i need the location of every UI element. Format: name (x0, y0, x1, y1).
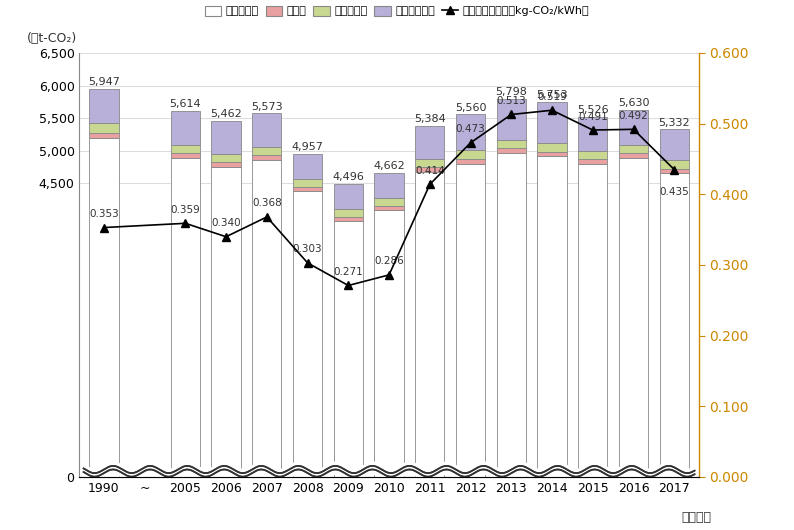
Bar (89, 89, 118, 123)
Bar (538, 143, 567, 152)
Bar (375, 206, 403, 210)
Bar (333, 217, 363, 222)
Text: 4,957: 4,957 (291, 142, 323, 152)
Bar (333, 222, 363, 477)
Text: 5,384: 5,384 (414, 114, 445, 124)
Text: 0.435: 0.435 (659, 187, 689, 197)
Bar (333, 184, 363, 209)
Bar (252, 160, 282, 477)
Text: 0.491: 0.491 (578, 111, 607, 121)
Bar (496, 99, 526, 140)
Text: 0.368: 0.368 (252, 198, 282, 208)
Bar (496, 153, 526, 477)
Bar (211, 163, 241, 167)
Text: 5,462: 5,462 (210, 109, 242, 119)
Bar (578, 117, 607, 152)
Text: 4,496: 4,496 (333, 172, 364, 182)
Bar (211, 121, 241, 154)
Bar (456, 164, 485, 477)
Text: 5,630: 5,630 (618, 98, 649, 108)
Text: 0.513: 0.513 (496, 96, 526, 106)
Bar (660, 173, 689, 477)
Bar (293, 154, 322, 179)
Bar (293, 187, 322, 191)
Bar (171, 153, 200, 158)
Bar (375, 173, 403, 198)
Bar (538, 156, 567, 477)
Bar (293, 179, 322, 187)
Bar (89, 138, 118, 477)
Bar (252, 155, 282, 160)
Bar (171, 111, 200, 145)
Text: 4,662: 4,662 (373, 161, 405, 171)
Bar (252, 147, 282, 155)
Bar (496, 140, 526, 148)
Bar (538, 152, 567, 156)
Bar (496, 148, 526, 153)
Text: （年度）: （年度） (681, 511, 711, 524)
Bar (578, 152, 607, 159)
Bar (89, 123, 118, 132)
Bar (456, 114, 485, 151)
Bar (578, 164, 607, 477)
Bar (619, 110, 648, 146)
Text: 0.353: 0.353 (89, 209, 119, 219)
Text: 0.492: 0.492 (619, 111, 649, 121)
Text: 5,526: 5,526 (577, 105, 608, 115)
Bar (660, 160, 689, 169)
Text: (万t-CO₂): (万t-CO₂) (27, 31, 77, 45)
Bar (252, 113, 282, 147)
Text: 0.414: 0.414 (415, 166, 445, 176)
Text: 0.340: 0.340 (211, 218, 241, 228)
Bar (333, 209, 363, 217)
Bar (293, 191, 322, 477)
Text: 0.359: 0.359 (171, 205, 200, 215)
Bar (415, 126, 445, 158)
Legend: 二酸化炭素, メタン, 一酸化二素, 代替フロン等, 電気の排出係数（kg-CO₂/kWh）: 二酸化炭素, メタン, 一酸化二素, 代替フロン等, 電気の排出係数（kg-CO… (205, 5, 589, 16)
Bar (415, 172, 445, 477)
Text: 5,573: 5,573 (251, 102, 283, 112)
Bar (578, 159, 607, 164)
Bar (619, 153, 648, 158)
Bar (415, 158, 445, 167)
Bar (171, 158, 200, 477)
Bar (171, 145, 200, 153)
Bar (660, 129, 689, 160)
Text: 5,798: 5,798 (495, 87, 527, 97)
Text: 0.286: 0.286 (374, 257, 404, 267)
Bar (456, 159, 485, 164)
Bar (456, 151, 485, 159)
Bar (211, 167, 241, 477)
Bar (619, 158, 648, 477)
Bar (211, 154, 241, 163)
Text: 0.519: 0.519 (538, 92, 567, 102)
Text: 5,332: 5,332 (658, 118, 690, 128)
Bar (538, 102, 567, 143)
Bar (415, 167, 445, 172)
Text: 5,560: 5,560 (455, 103, 486, 113)
Text: 5,947: 5,947 (88, 77, 120, 87)
Bar (619, 146, 648, 153)
Text: 5,614: 5,614 (170, 99, 201, 109)
Bar (375, 198, 403, 206)
Text: 5,753: 5,753 (536, 90, 568, 100)
Text: 0.473: 0.473 (456, 124, 485, 134)
Bar (89, 132, 118, 138)
Bar (375, 210, 403, 477)
Bar (660, 169, 689, 173)
Text: 0.303: 0.303 (293, 244, 322, 254)
Text: 0.271: 0.271 (333, 267, 363, 277)
